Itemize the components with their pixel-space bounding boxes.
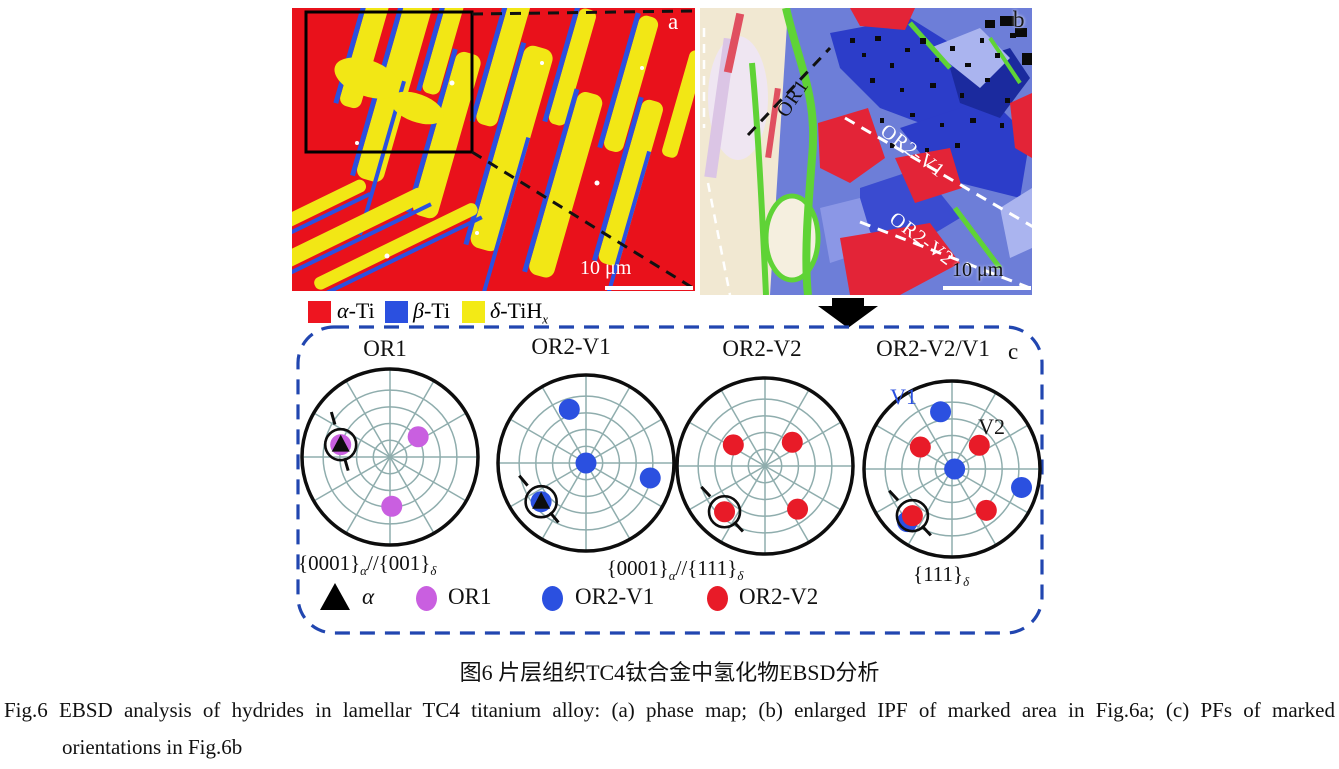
pole-figure-title-or2-v2: OR2-V2 [722,336,802,361]
ipf-map-panel [700,8,1032,295]
pf-sublabel-0001-111: {0001}α//{111}δ [606,556,744,584]
pole-figure-or2-v2-v1: V1 V2 [862,379,1042,559]
ipf-map-image [700,8,1032,295]
or2-v2-dashed-line [859,220,1032,291]
legend-or2-v1-dot [542,586,563,611]
delta-tihx-label: δ-TiHx [490,298,549,327]
legend-or1-label: OR1 [448,584,492,609]
svg-text:V1: V1 [890,384,917,409]
panel-a-letter: a [668,9,679,34]
pole-figure-or1 [300,367,480,547]
panel-b-scalebar [943,286,1031,290]
phase-map-panel [292,8,695,291]
panel-c-dashed-border [296,325,1044,635]
panel-a-scalebar [605,286,693,290]
panel-b-scalebar-label: 10 μm [952,259,1004,281]
pf-sublabel-111: {111}δ [913,562,970,590]
phase-map-image [292,8,695,291]
legend-alpha-label: α [362,584,375,609]
alpha-triangle-icon [320,583,350,610]
marked-area-rectangle [304,10,474,154]
panel-c-letter: c [1008,339,1019,364]
pole-figure-title-or2-v1: OR2-V1 [531,334,611,359]
panel-b-letter: b [1013,7,1025,32]
or1-dashed-line [746,46,832,137]
pole-figure-or2-v1 [496,373,676,553]
delta-tihx-swatch [462,301,485,323]
pole-figure-or2-v2 [675,376,855,556]
svg-text:V2: V2 [978,414,1005,439]
pole-figure-title-or1: OR1 [363,336,407,361]
legend-or2-v2-dot [707,586,728,611]
legend-or2-v2-label: OR2-V2 [739,584,819,609]
beta-ti-swatch [385,301,408,323]
down-arrow-icon [818,298,878,328]
alpha-ti-swatch [308,301,331,323]
pf-sublabel-0001-001: {0001}α//{001}δ [298,551,437,579]
beta-ti-label: β-Ti [413,298,451,323]
zoom-connector-line-bottom [471,150,694,290]
legend-or2-v1-label: OR2-V1 [575,584,655,609]
pole-figure-title-or2-v2-v1: OR2-V2/V1 [876,336,990,361]
caption-chinese: 图6 片层组织TC4钛合金中氢化物EBSD分析 [459,660,880,685]
caption-english-line2: orientations in Fig.6b [62,735,243,759]
caption-english-line1: Fig.6 EBSD analysis of hydrides in lamel… [4,698,1335,722]
panel-a-scalebar-label: 10 μm [580,257,632,279]
legend-or1-dot [416,586,437,611]
alpha-ti-label: α-Ti [337,298,375,323]
